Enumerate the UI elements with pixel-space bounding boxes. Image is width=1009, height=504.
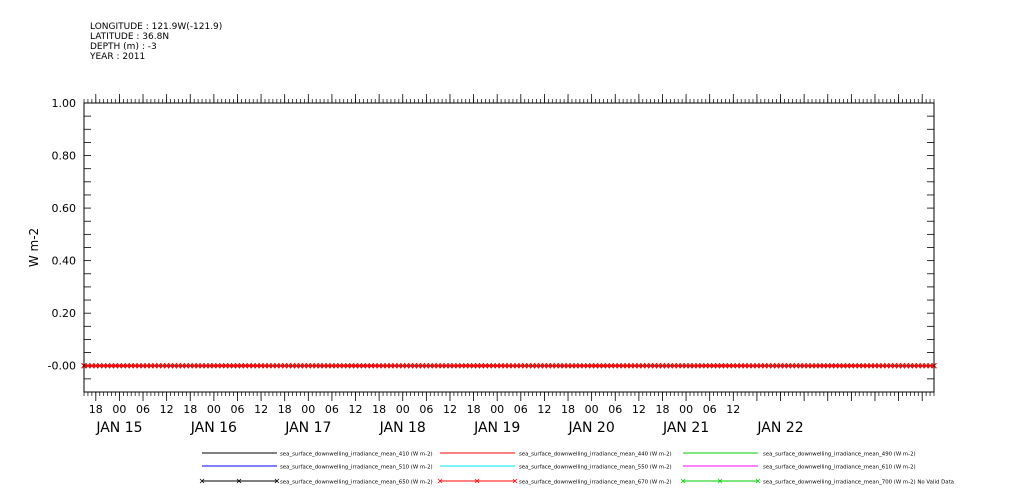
series-lines	[82, 363, 937, 368]
plot-border	[84, 103, 934, 392]
x-tick-label: 00	[585, 403, 599, 416]
legend-label: sea_surface_downwelling_irradiance_mean_…	[519, 465, 672, 471]
x-tick-label: 06	[608, 403, 622, 416]
x-tick-label: 00	[207, 403, 221, 416]
legend-label: sea_surface_downwelling_irradiance_mean_…	[280, 480, 433, 486]
x-tick-label: 06	[325, 403, 339, 416]
x-tick-label: 06	[230, 403, 244, 416]
x-day-label: JAN 19	[473, 420, 520, 436]
x-tick-label: 12	[349, 403, 363, 416]
y-axis-label: W m-2	[27, 228, 41, 267]
x-tick-label: 12	[632, 403, 646, 416]
x-tick-label: 18	[467, 403, 481, 416]
x-day-label: JAN 20	[568, 420, 615, 436]
y-tick-label: 1.00	[52, 97, 77, 110]
x-day-label: JAN 16	[190, 420, 237, 436]
legend: sea_surface_downwelling_irradiance_mean_…	[200, 452, 954, 486]
legend-label: sea_surface_downwelling_irradiance_mean_…	[763, 480, 954, 486]
y-tick-label: 0.20	[52, 307, 77, 320]
x-tick-label: 12	[254, 403, 268, 416]
x-tick-label: 12	[443, 403, 457, 416]
x-tick-label: 06	[419, 403, 433, 416]
x-tick-label: 06	[703, 403, 717, 416]
x-tick-label: 12	[537, 403, 551, 416]
axis-labels: 18 00 06 12 18 00 06 12 18 00 06 12 18 00 06 12 18 00 06 12…	[27, 97, 804, 436]
legend-label: sea_surface_downwelling_irradiance_mean_…	[280, 465, 433, 471]
x-tick-label: 06	[514, 403, 528, 416]
plot-frame	[84, 103, 934, 392]
x-tick-label: 12	[726, 403, 740, 416]
x-day-label: JAN 15	[95, 420, 142, 436]
x-tick-label: 18	[561, 403, 575, 416]
x-day-label: JAN 18	[379, 420, 426, 436]
y-tick-label: 0.80	[52, 150, 77, 163]
legend-label: sea_surface_downwelling_irradiance_mean_…	[763, 465, 916, 471]
x-tick-label: 18	[183, 403, 197, 416]
legend-label: sea_surface_downwelling_irradiance_mean_…	[519, 452, 672, 458]
x-tick-label: 12	[160, 403, 174, 416]
x-tick-label: 00	[396, 403, 410, 416]
axis-ticks	[84, 94, 934, 401]
x-day-label: JAN 17	[284, 420, 331, 436]
x-tick-label: 00	[301, 403, 315, 416]
x-tick-label: 18	[655, 403, 669, 416]
x-tick-label: 00	[679, 403, 693, 416]
x-tick-label: 18	[89, 403, 103, 416]
y-tick-label: -0.00	[48, 360, 76, 373]
x-day-label: JAN 22	[756, 420, 803, 436]
x-tick-label: 00	[490, 403, 504, 416]
x-tick-label: 06	[136, 403, 150, 416]
x-tick-label: 00	[112, 403, 126, 416]
x-tick-label: 18	[372, 403, 386, 416]
y-tick-label: 0.60	[52, 202, 77, 215]
x-day-label: JAN 21	[662, 420, 709, 436]
x-tick-label: 18	[278, 403, 292, 416]
legend-label: sea_surface_downwelling_irradiance_mean_…	[280, 452, 433, 458]
legend-label: sea_surface_downwelling_irradiance_mean_…	[519, 480, 672, 486]
legend-label: sea_surface_downwelling_irradiance_mean_…	[763, 452, 916, 458]
y-tick-label: 0.40	[52, 255, 77, 268]
